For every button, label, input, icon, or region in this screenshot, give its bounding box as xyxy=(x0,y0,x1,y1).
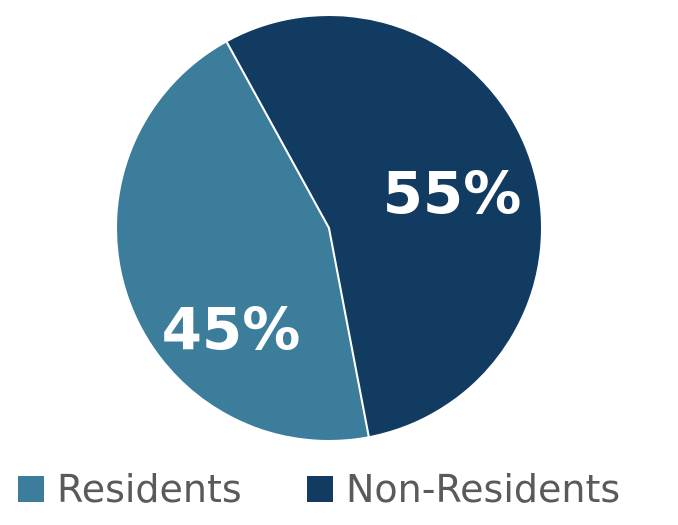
pie-slice-labels: 45% 55% xyxy=(162,159,522,363)
slice-value-label-residents: 45% xyxy=(162,295,301,363)
pie-slices xyxy=(115,14,543,442)
legend-label-non-residents: Non-Residents xyxy=(346,467,620,511)
slice-value-label-non-residents: 55% xyxy=(383,159,522,227)
legend-label-residents: Residents xyxy=(57,467,242,511)
legend-swatch-residents xyxy=(18,476,44,502)
legend-item-non-residents: Non-Residents xyxy=(307,467,620,511)
legend-item-residents: Residents xyxy=(18,467,242,511)
pie-slice-non-residents xyxy=(225,14,543,439)
legend-swatch-non-residents xyxy=(307,476,333,502)
legend: Residents Non-Residents xyxy=(18,467,620,511)
pie-slice-residents xyxy=(115,40,370,442)
